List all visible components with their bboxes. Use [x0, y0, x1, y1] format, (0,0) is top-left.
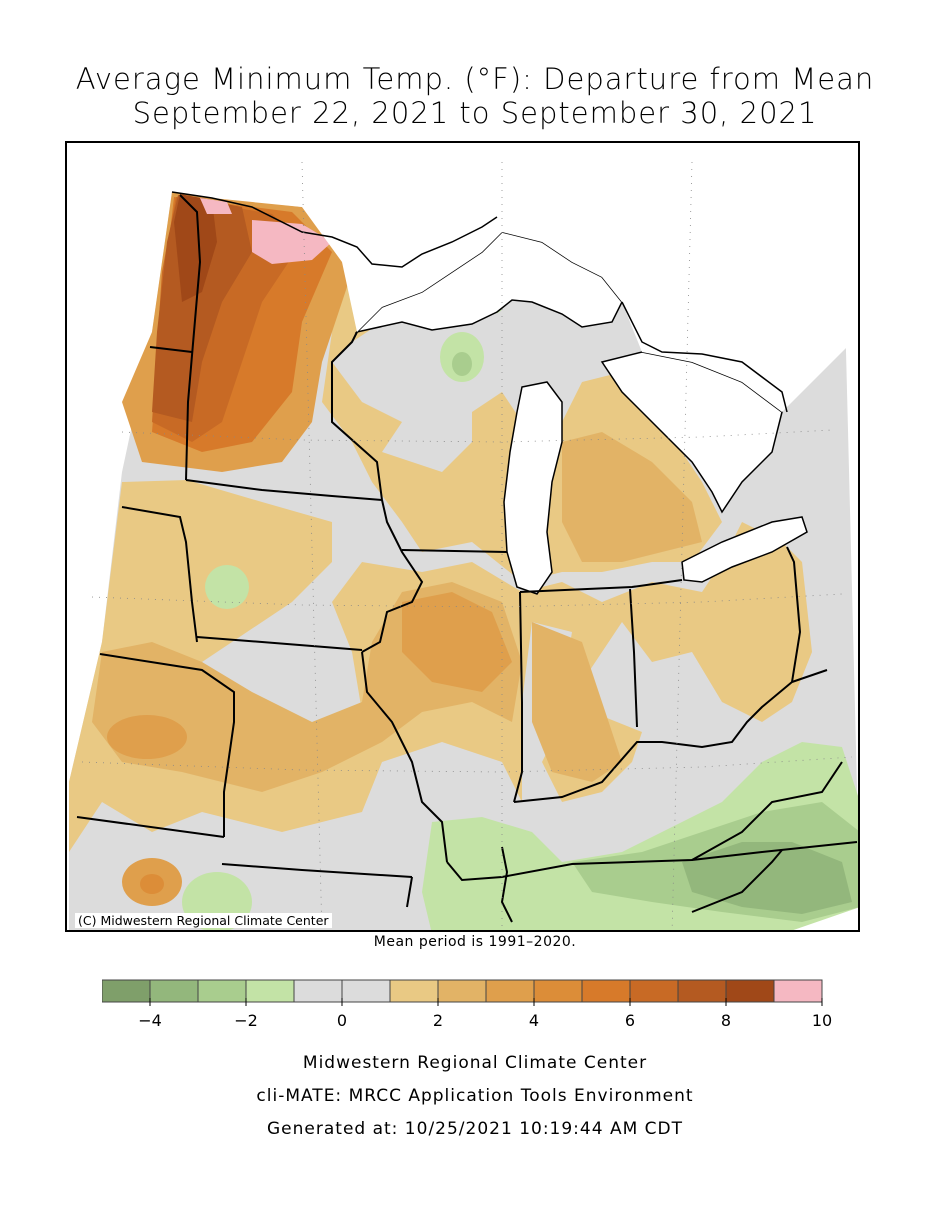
map-date-range: September 22, 2021 to September 30, 2021 — [132, 96, 818, 130]
map-region-plus9-lotw — [252, 220, 332, 264]
map-title: Average Minimum Temp. (°F): Departure fr… — [75, 62, 875, 96]
temperature-departure-map — [69, 145, 858, 930]
legend-swatch — [102, 979, 151, 1003]
map-region-plus8-nw — [174, 194, 217, 302]
legend-tick-label: 8 — [721, 1011, 731, 1030]
lake-erie — [681, 516, 808, 583]
map-region-plus2-mi — [562, 432, 702, 562]
legend-tick-label: 6 — [625, 1011, 635, 1030]
legend-swatch — [533, 979, 583, 1003]
legend-swatch — [677, 979, 727, 1003]
legend-swatch — [773, 979, 823, 1003]
color-scale-legend: −4 −2 0 2 4 6 8 10 — [102, 979, 832, 1030]
lake-michigan — [503, 381, 563, 595]
legend-tick-label: −2 — [234, 1011, 258, 1030]
footer-organization: Midwestern Regional Climate Center — [302, 1053, 648, 1073]
legend-tick-label: 4 — [529, 1011, 539, 1030]
map-region-minus2-wi — [452, 352, 472, 376]
lake-huron — [600, 351, 783, 514]
legend-swatch — [197, 979, 247, 1003]
legend-swatch — [389, 979, 439, 1003]
map-region-plus2-in — [532, 622, 622, 782]
map-region-minus1-ia — [205, 565, 249, 609]
legend-swatch — [437, 979, 487, 1003]
legend-tick-label: 0 — [337, 1011, 347, 1030]
map-region-plus9-nw — [200, 198, 232, 214]
legend-swatch — [485, 979, 535, 1003]
legend-swatch — [149, 979, 199, 1003]
state-boundaries — [76, 194, 858, 923]
legend-swatch — [725, 979, 775, 1003]
legend-swatch — [581, 979, 631, 1003]
legend-swatch — [341, 979, 391, 1003]
canada-border — [171, 191, 788, 413]
map-region-plus4-ks — [140, 874, 164, 894]
canada-north — [172, 145, 858, 412]
footer-tool-name: cli-MATE: MRCC Application Tools Environ… — [256, 1086, 694, 1106]
map-copyright: (C) Midwestern Regional Climate Center — [75, 913, 332, 928]
legend-swatch — [245, 979, 295, 1003]
map-region-plus3 — [402, 592, 512, 692]
footer-generated-at: Generated at: 10/25/2021 10:19:44 AM CDT — [267, 1119, 683, 1139]
legend-swatch — [293, 979, 343, 1003]
mean-period-note: Mean period is 1991–2020. — [373, 934, 577, 950]
map-region-minus3-south — [682, 842, 852, 914]
map-frame: (C) Midwestern Regional Climate Center — [65, 141, 860, 932]
legend-tick-label: 10 — [812, 1011, 832, 1030]
legend-tick-label: −4 — [138, 1011, 162, 1030]
map-region-plus3-ia — [107, 715, 187, 759]
legend-swatch — [629, 979, 679, 1003]
legend-tick-label: 2 — [433, 1011, 443, 1030]
lat-lon-grid — [81, 161, 853, 930]
